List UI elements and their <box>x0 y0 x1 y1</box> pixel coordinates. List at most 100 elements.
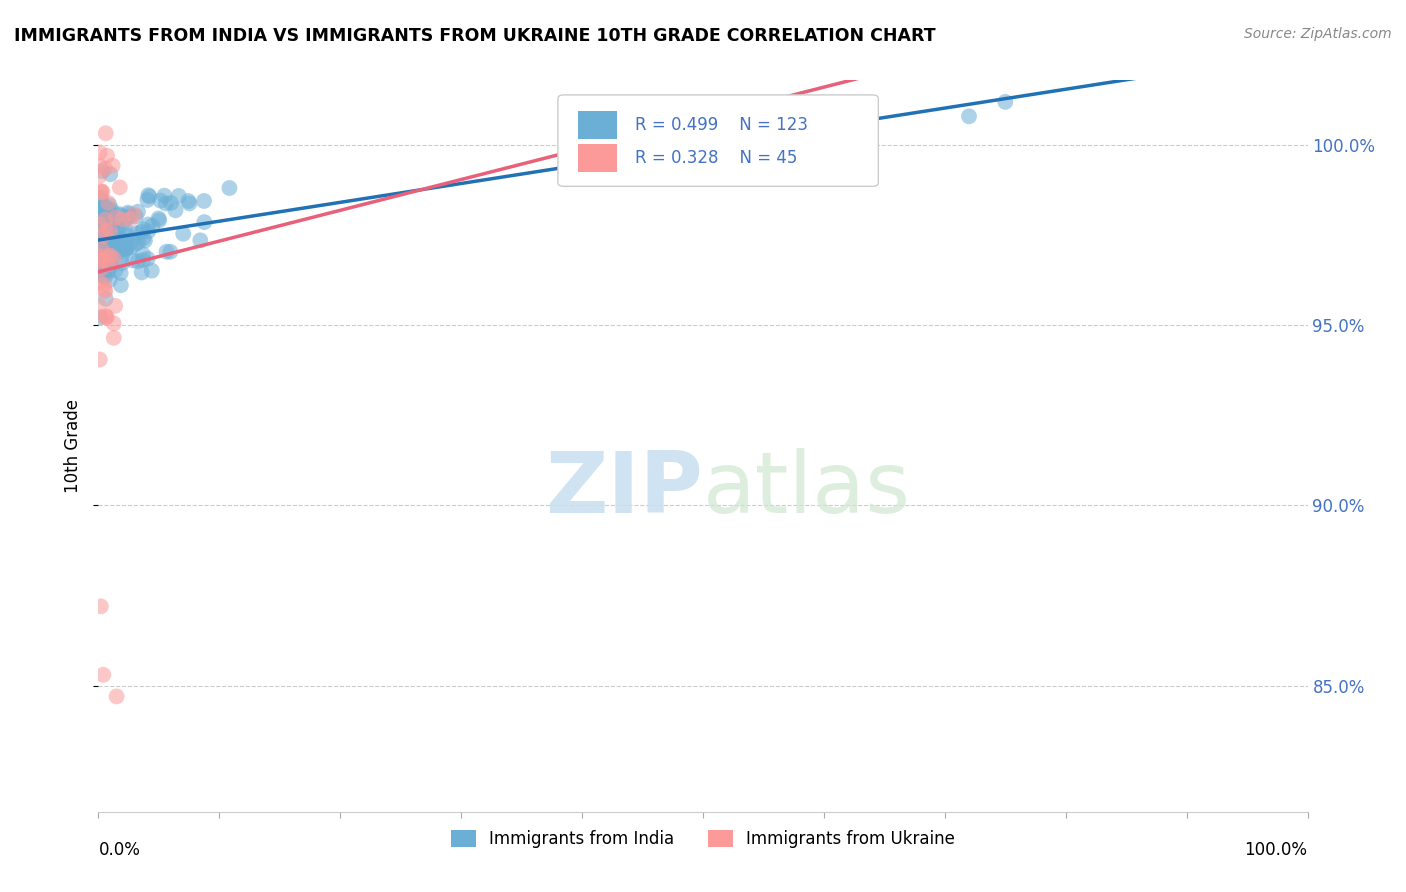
Point <box>165 203 187 218</box>
Point <box>994 95 1017 109</box>
Point <box>127 204 149 219</box>
Point <box>93 283 115 297</box>
Point <box>132 247 155 261</box>
Point <box>149 194 172 208</box>
Point <box>91 252 114 266</box>
Point <box>89 239 111 253</box>
Point <box>104 263 127 277</box>
Point <box>138 188 160 202</box>
Point <box>90 232 112 246</box>
Point <box>98 208 121 222</box>
Point <box>89 159 111 173</box>
Point <box>118 210 141 224</box>
Point <box>90 599 112 614</box>
Point <box>94 161 117 176</box>
Point <box>193 215 215 229</box>
Point <box>120 240 142 254</box>
Point <box>129 225 152 239</box>
Point <box>132 222 155 236</box>
Point <box>97 195 120 210</box>
Point <box>101 244 124 258</box>
Point <box>89 352 111 367</box>
Text: ZIP: ZIP <box>546 449 703 532</box>
Point <box>111 249 134 263</box>
Point <box>94 270 117 285</box>
Point <box>96 149 118 163</box>
Point <box>91 243 114 257</box>
Point <box>107 219 129 234</box>
Point <box>97 254 120 268</box>
Point <box>117 205 139 219</box>
Point <box>90 185 112 199</box>
FancyBboxPatch shape <box>558 95 879 186</box>
Point <box>94 310 117 325</box>
Point <box>98 198 121 212</box>
Point <box>93 268 115 283</box>
Text: IMMIGRANTS FROM INDIA VS IMMIGRANTS FROM UKRAINE 10TH GRADE CORRELATION CHART: IMMIGRANTS FROM INDIA VS IMMIGRANTS FROM… <box>14 27 935 45</box>
Point <box>93 200 115 214</box>
Point <box>89 211 111 225</box>
Point <box>98 257 121 271</box>
Point <box>89 242 111 256</box>
Point <box>193 194 215 208</box>
Point <box>89 252 111 267</box>
Point <box>138 189 160 203</box>
Point <box>132 253 155 268</box>
Point <box>93 260 115 274</box>
Point <box>120 211 142 226</box>
Point <box>101 235 124 250</box>
Point <box>132 231 155 245</box>
Point <box>125 227 148 241</box>
Point <box>91 253 114 268</box>
Point <box>96 251 118 265</box>
Point <box>218 181 240 195</box>
Point <box>177 194 200 208</box>
Text: 0.0%: 0.0% <box>98 841 141 859</box>
Point <box>90 191 112 205</box>
Point <box>124 236 146 251</box>
Point <box>114 222 136 236</box>
Point <box>104 232 127 246</box>
Point <box>89 249 111 263</box>
Point <box>118 237 141 252</box>
Point <box>115 242 138 256</box>
Point <box>124 207 146 221</box>
Point <box>91 250 114 264</box>
Point <box>94 212 117 227</box>
Point <box>97 263 120 277</box>
Text: atlas: atlas <box>703 449 911 532</box>
Point <box>115 241 138 255</box>
Point <box>110 244 132 259</box>
Point <box>100 203 122 218</box>
Point <box>136 224 159 238</box>
Point <box>141 219 163 233</box>
Point <box>148 213 170 227</box>
Point <box>98 223 121 237</box>
Point <box>108 243 131 257</box>
Text: Source: ZipAtlas.com: Source: ZipAtlas.com <box>1244 27 1392 41</box>
Point <box>91 203 114 218</box>
Point <box>104 299 127 313</box>
Point <box>108 180 131 194</box>
Point <box>89 169 111 183</box>
Point <box>89 251 111 265</box>
Point <box>93 263 115 277</box>
Point <box>108 209 131 223</box>
Point <box>136 218 159 232</box>
Point <box>94 284 117 298</box>
Point <box>91 668 114 682</box>
Point <box>110 278 132 293</box>
Point <box>103 244 125 258</box>
Point <box>115 228 138 243</box>
Point <box>105 690 128 704</box>
Point <box>100 249 122 263</box>
Point <box>103 215 125 229</box>
Text: R = 0.328    N = 45: R = 0.328 N = 45 <box>636 149 797 167</box>
Point <box>94 309 117 323</box>
Point <box>90 261 112 276</box>
Point <box>105 221 128 235</box>
Point <box>148 211 170 226</box>
Point <box>136 252 159 266</box>
Point <box>89 145 111 160</box>
Point <box>118 207 141 221</box>
